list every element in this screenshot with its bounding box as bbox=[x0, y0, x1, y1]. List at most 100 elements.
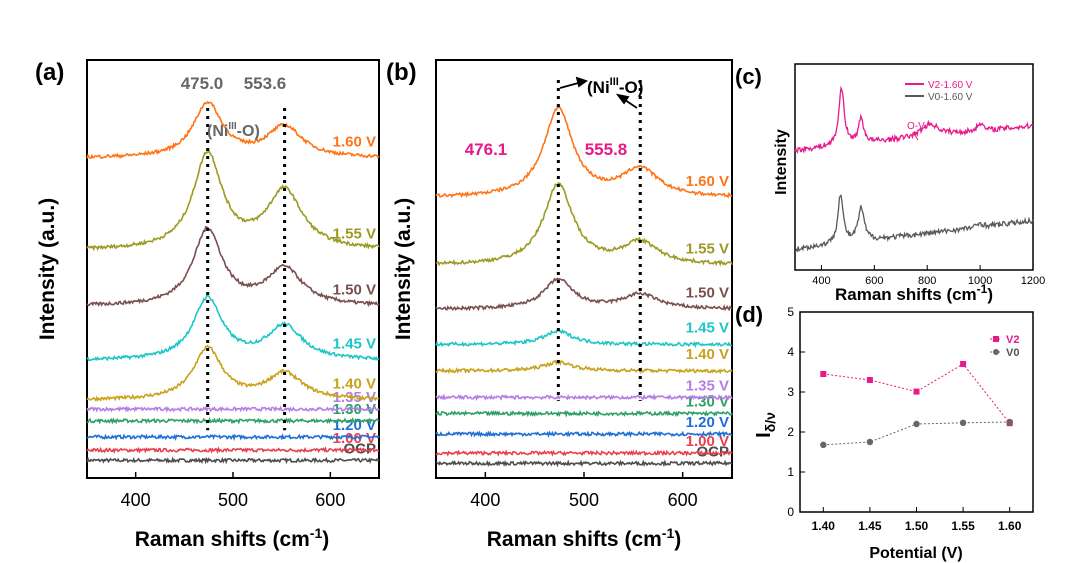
series-label: 1.35 V bbox=[686, 377, 729, 394]
panel-a-peak2-label: 553.6 bbox=[244, 74, 287, 93]
series-line-1-00-v bbox=[86, 446, 380, 455]
series-line-v2 bbox=[794, 85, 1034, 154]
series-label: 1.55 V bbox=[333, 226, 376, 243]
series-label: 1.45 V bbox=[333, 336, 376, 353]
series-line-1-20-v bbox=[435, 430, 733, 439]
series-line-1-45-v bbox=[86, 294, 380, 362]
series-line-1-20-v bbox=[86, 432, 380, 442]
panel-d-x-axis-label: Potential (V) bbox=[869, 545, 962, 562]
x-tick-label: 1200 bbox=[1021, 275, 1045, 287]
y-tick-label: 0 bbox=[787, 505, 794, 519]
x-tick-label: 400 bbox=[470, 490, 500, 510]
panel-d-legend-v0: V0 bbox=[1006, 347, 1019, 359]
series-label: 1.40 V bbox=[686, 346, 729, 363]
panel-d-y-axis-label: Iδ/ν bbox=[753, 412, 778, 438]
panel-a-x-axis-label: Raman shifts (cm-1) bbox=[135, 525, 330, 551]
panel-a-peak1-label: 475.0 bbox=[181, 74, 224, 93]
panel-b-label: (b) bbox=[386, 59, 417, 86]
series-label: 1.60 V bbox=[686, 173, 729, 190]
series-line-1-40-v bbox=[435, 359, 733, 375]
x-tick-label: 1.55 bbox=[951, 519, 975, 533]
x-tick-label: 400 bbox=[812, 275, 830, 287]
panel-d-series bbox=[820, 361, 1013, 448]
y-tick-label: 5 bbox=[787, 305, 794, 319]
series-line-1-55-v bbox=[86, 148, 380, 252]
panel-a-x-ticks: 400 500 600 bbox=[121, 472, 345, 510]
panel-d-axes: 0 1 2 3 4 5 1.40 1.45 1.50 1.55 1.60 bbox=[787, 305, 1021, 533]
series-line-1-60-v bbox=[435, 105, 733, 199]
data-point-v2 bbox=[820, 371, 827, 377]
panel-c-legend: V2-1.60 V V0-1.60 V bbox=[905, 80, 973, 103]
panel-c-frame bbox=[794, 63, 1034, 271]
panel-b-y-axis-label: Intensity (a.u.) bbox=[392, 198, 415, 340]
panel-a-label: (a) bbox=[35, 59, 64, 86]
x-tick-label: 1.40 bbox=[812, 519, 836, 533]
panel-d-legend: V2 V0 bbox=[990, 334, 1019, 359]
x-tick-label: 600 bbox=[315, 490, 345, 510]
panel-d-label: (d) bbox=[735, 302, 763, 327]
series-line-1-40-v bbox=[86, 344, 380, 403]
x-tick-label: 1000 bbox=[968, 275, 992, 287]
panel-c: (c) 400 600 800 1000 1200 Intensity Raman sh… bbox=[735, 63, 1045, 304]
series-line-1-50-v bbox=[435, 277, 733, 312]
series-label: 1.60 V bbox=[333, 133, 376, 150]
x-tick-label: 600 bbox=[865, 275, 883, 287]
x-tick-label: 1.45 bbox=[858, 519, 882, 533]
data-point-v2 bbox=[866, 377, 873, 383]
series-label: 1.00 V bbox=[686, 433, 729, 450]
panel-c-legend-v2: V2-1.60 V bbox=[928, 80, 973, 91]
panel-d-legend-v2: V2 bbox=[1006, 334, 1019, 346]
series-label: 1.50 V bbox=[686, 284, 729, 301]
panel-c-ov-annotation: O-V bbox=[907, 121, 925, 132]
data-point-v0 bbox=[820, 441, 827, 448]
x-tick-label: 600 bbox=[668, 490, 698, 510]
data-point-v0 bbox=[913, 420, 920, 428]
series-label: 1.55 V bbox=[686, 240, 729, 257]
y-tick-label: 1 bbox=[787, 465, 794, 479]
series-line-1-35-v bbox=[435, 393, 733, 402]
series-line-1-60-v bbox=[86, 100, 380, 159]
series-line-v0 bbox=[794, 194, 1034, 253]
series-line-1-35-v bbox=[86, 405, 380, 413]
panel-d: (d) 0 1 2 3 4 5 1.40 1.45 1.50 1.55 1.60 Iδ/ν Pote… bbox=[735, 302, 1034, 562]
data-point-v0 bbox=[959, 419, 967, 426]
y-tick-label: 4 bbox=[787, 345, 794, 359]
series-label: 1.45 V bbox=[686, 320, 729, 337]
x-tick-label: 500 bbox=[569, 490, 599, 510]
series-line-1-45-v bbox=[435, 328, 732, 349]
series-label: 1.20 V bbox=[686, 414, 729, 431]
panel-b-x-ticks: 400 500 600 bbox=[470, 472, 698, 510]
panel-b-nio-annotation: (NiIII-O) bbox=[587, 76, 643, 97]
series-line-1-00-v bbox=[435, 449, 733, 457]
data-point-v0 bbox=[866, 438, 874, 446]
panel-c-ov-arrow bbox=[912, 131, 919, 141]
panel-c-x-ticks: 400 600 800 1000 1200 bbox=[812, 265, 1045, 287]
panel-c-y-axis-label: Intensity bbox=[773, 129, 790, 195]
panel-a-y-axis-label: Intensity (a.u.) bbox=[36, 198, 59, 340]
data-point-v2 bbox=[960, 361, 967, 367]
panel-c-legend-v0: V0-1.60 V bbox=[928, 92, 973, 103]
y-tick-label: 2 bbox=[787, 425, 794, 439]
x-tick-label: 400 bbox=[121, 490, 151, 510]
series-label: 1.40 V bbox=[333, 375, 376, 392]
panel-a-nio-annotation: (NiIII-O) bbox=[207, 121, 260, 140]
x-tick-label: 1.50 bbox=[905, 519, 929, 533]
x-tick-label: 800 bbox=[918, 275, 936, 287]
series-line-1-55-v bbox=[435, 182, 733, 267]
data-point-v0 bbox=[1006, 418, 1013, 426]
y-tick-label: 3 bbox=[787, 385, 794, 399]
series-label: 1.50 V bbox=[333, 281, 376, 298]
panel-c-series bbox=[794, 85, 1034, 253]
data-point-v2 bbox=[913, 388, 920, 395]
series-line-1-50-v bbox=[86, 225, 380, 308]
panel-b-x-axis-label: Raman shifts (cm-1) bbox=[487, 525, 682, 551]
panel-b-arrows bbox=[559, 76, 638, 109]
series-line-ocp bbox=[86, 456, 380, 465]
series-line-1-30-v bbox=[86, 416, 379, 425]
series-line-ocp bbox=[435, 459, 733, 468]
